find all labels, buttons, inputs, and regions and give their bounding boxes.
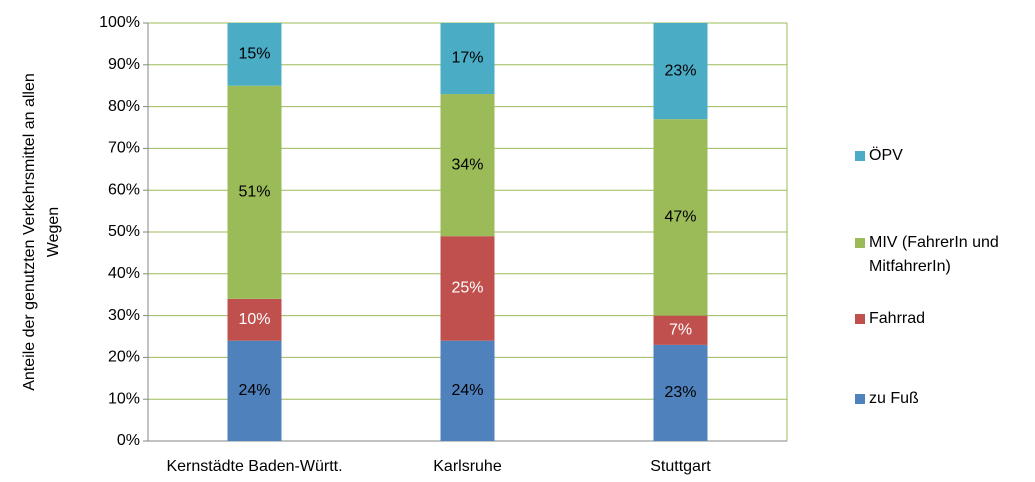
bar-segment: [227, 298, 282, 341]
y-tick-label: 70%: [108, 140, 140, 157]
bar-segment: [227, 23, 282, 86]
bar-segment: [653, 315, 708, 345]
x-tick-label: Stuttgart: [650, 458, 711, 475]
data-label: 24%: [451, 382, 483, 399]
y-tick-label: 100%: [99, 14, 140, 31]
data-label: 25%: [451, 280, 483, 297]
data-label: 47%: [664, 209, 696, 226]
bar-segment: [440, 94, 495, 237]
x-tick-label: Karlsruhe: [433, 458, 502, 475]
data-label: 24%: [238, 382, 270, 399]
legend-label: ÖPV: [869, 147, 903, 164]
y-tick-label: 20%: [108, 349, 140, 366]
bar-segment: [227, 85, 282, 299]
y-tick-label: 90%: [108, 56, 140, 73]
data-label: 10%: [238, 311, 270, 328]
bar-segment: [653, 344, 708, 441]
legend-swatch: [855, 394, 865, 404]
y-tick-label: 30%: [108, 307, 140, 324]
legend-swatch: [855, 314, 865, 324]
data-label: 23%: [664, 384, 696, 401]
bar-segment: [653, 23, 708, 120]
legend-swatch: [855, 238, 865, 248]
legend-label: MIV (FahrerIn und MitfahrerIn): [869, 234, 999, 275]
y-tick-label: 0%: [117, 432, 140, 449]
y-tick-label: 40%: [108, 265, 140, 282]
bar-segment: [653, 119, 708, 316]
bar-segment: [440, 236, 495, 341]
bar-segment: [227, 340, 282, 441]
data-label: 15%: [238, 46, 270, 63]
data-label: 17%: [451, 50, 483, 67]
data-label: 7%: [669, 321, 692, 338]
y-tick-label: 50%: [108, 223, 140, 240]
bar-segment: [440, 23, 495, 95]
data-label: 23%: [664, 62, 696, 79]
legend-swatch: [855, 151, 865, 161]
legend-label: zu Fuß: [869, 390, 919, 407]
y-axis-label: Anteile der genutzten Verkehrsmittel an …: [21, 73, 62, 391]
x-tick-label: Kernstädte Baden-Württ.: [166, 458, 342, 475]
legend-label: Fahrrad: [869, 310, 926, 327]
data-label: 51%: [238, 184, 270, 201]
bar-segment: [440, 340, 495, 441]
y-tick-label: 60%: [108, 181, 140, 198]
y-tick-label: 10%: [108, 390, 140, 407]
y-tick-label: 80%: [108, 98, 140, 115]
data-label: 34%: [451, 156, 483, 173]
